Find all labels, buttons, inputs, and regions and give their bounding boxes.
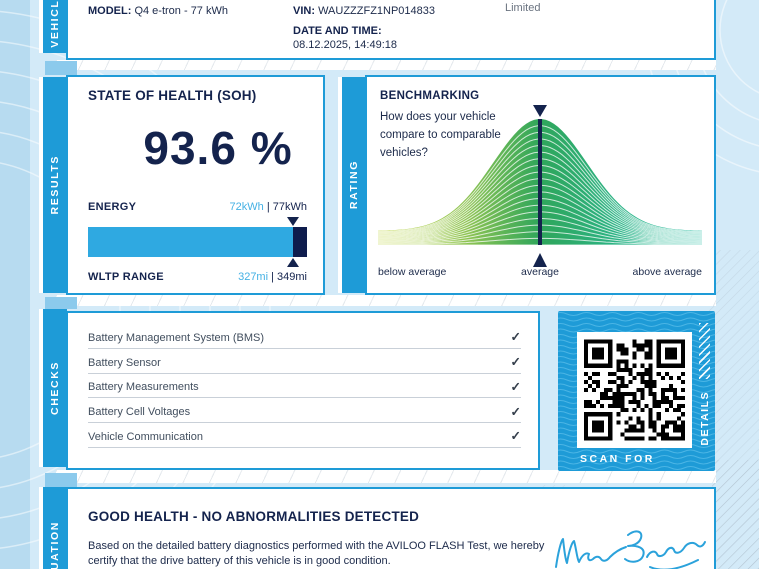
vin-field: VIN: WAUZZZFZ1NP014833 — [293, 5, 435, 17]
tab-checks-label: CHECKS — [49, 361, 61, 415]
check-pass-icon: ✓ — [510, 429, 521, 444]
benchmarking-title: BENCHMARKING — [380, 90, 480, 102]
tab-evaluation: EVALUATION — [43, 487, 67, 569]
axis-label-above: above average — [632, 266, 702, 278]
datetime-value: 08.12.2025, 14:49:18 — [293, 39, 397, 51]
energy-label: ENERGY — [88, 201, 137, 213]
soh-title: STATE OF HEALTH (SOH) — [88, 88, 257, 103]
tab-backing — [45, 297, 77, 309]
check-pass-icon: ✓ — [510, 330, 521, 345]
check-pass-icon: ✓ — [510, 379, 521, 394]
check-row: Battery Sensor ✓ — [88, 349, 521, 374]
soh-marker-down-icon — [286, 217, 299, 226]
qr-code — [577, 332, 692, 448]
signature — [555, 530, 706, 569]
brand-suffix: Limited — [505, 2, 541, 14]
tab-backing — [45, 61, 77, 75]
benchmarking-panel: BENCHMARKING How does your vehicle compa… — [365, 75, 716, 295]
wltp-total: 349mi — [277, 271, 307, 283]
evaluation-body: Based on the detailed battery diagnostic… — [88, 540, 545, 567]
divider-band — [56, 295, 716, 306]
energy-row: ENERGY 72kWh | 77kWh — [88, 201, 307, 213]
details-label-vertical: DETAILS — [699, 390, 711, 446]
average-indicator-line — [538, 119, 542, 245]
qr-scan-block[interactable]: SCAN FOR DETAILS — [558, 311, 715, 471]
energy-separator: | — [266, 201, 273, 213]
wltp-current: 327mi — [238, 271, 269, 283]
check-label: Battery Measurements — [88, 381, 199, 394]
check-pass-icon: ✓ — [510, 355, 521, 370]
check-row: Battery Measurements ✓ — [88, 374, 521, 399]
tab-vehicle-label: VEHICLE — [49, 0, 61, 48]
evaluation-title: GOOD HEALTH - NO ABNORMALITIES DETECTED — [88, 509, 420, 524]
tab-rating: RATING — [342, 77, 366, 293]
wltp-row: WLTP RANGE 327mi | 349mi — [88, 271, 307, 283]
energy-current: 72kWh — [229, 201, 264, 213]
evaluation-panel: GOOD HEALTH - NO ABNORMALITIES DETECTED … — [66, 487, 716, 569]
vin-label: VIN: — [293, 5, 315, 17]
check-label: Battery Cell Voltages — [88, 406, 191, 419]
axis-label-average: average — [521, 266, 559, 278]
check-row: Battery Management System (BMS) ✓ — [88, 324, 521, 349]
soh-panel: STATE OF HEALTH (SOH) 93.6 % ENERGY 72kW… — [66, 75, 325, 295]
model-value: Q4 e-tron - 77 kWh — [134, 5, 228, 17]
divider-band — [56, 470, 716, 483]
wltp-values: 327mi | 349mi — [238, 271, 307, 283]
energy-total: 77kWh — [272, 201, 307, 213]
check-label: Battery Sensor — [88, 356, 161, 369]
soh-bar-degraded-segment — [292, 227, 307, 257]
tab-rating-label: RATING — [348, 160, 360, 210]
check-row: Battery Cell Voltages ✓ — [88, 398, 521, 424]
check-label: Battery Management System (BMS) — [88, 331, 265, 344]
tab-backing — [45, 473, 77, 487]
wltp-separator: | — [271, 271, 278, 283]
divider-band — [56, 60, 716, 70]
model-label: MODEL: — [88, 5, 132, 17]
soh-value: 93.6 % — [143, 122, 293, 174]
energy-values: 72kWh | 77kWh — [230, 201, 307, 213]
vehicle-panel: MODEL: Q4 e-tron - 77 kWh VIN: WAUZZZFZ1… — [66, 0, 716, 60]
vin-value: WAUZZZFZ1NP014833 — [318, 5, 436, 17]
benchmark-axis-labels: below average average above average — [378, 266, 702, 278]
scan-for-label: SCAN FOR — [580, 453, 655, 465]
check-label: Vehicle Communication — [88, 430, 203, 443]
check-list: Battery Management System (BMS) ✓ Batter… — [88, 324, 521, 448]
tab-results-label: RESULTS — [49, 155, 61, 215]
checks-panel: Battery Management System (BMS) ✓ Batter… — [66, 311, 540, 470]
hatch-marks-icon — [699, 323, 710, 379]
soh-marker-up-icon — [286, 258, 299, 267]
soh-bar — [88, 217, 307, 267]
tab-results: RESULTS — [43, 77, 67, 293]
check-row: Vehicle Communication ✓ — [88, 423, 521, 448]
average-marker-top-icon — [533, 105, 547, 117]
tab-checks: CHECKS — [43, 309, 67, 467]
benchmarking-question: How does your vehicle compare to compara… — [380, 111, 501, 159]
model-field: MODEL: Q4 e-tron - 77 kWh — [88, 5, 228, 17]
tab-evaluation-label: EVALUATION — [49, 520, 61, 569]
axis-label-below: below average — [378, 266, 447, 278]
tab-vehicle: VEHICLE — [43, 0, 67, 53]
check-pass-icon: ✓ — [510, 404, 521, 419]
benchmark-distribution-chart — [378, 105, 702, 267]
average-marker-bottom-icon — [533, 253, 547, 267]
wltp-label: WLTP RANGE — [88, 271, 164, 283]
datetime-label: DATE AND TIME: — [293, 25, 382, 37]
